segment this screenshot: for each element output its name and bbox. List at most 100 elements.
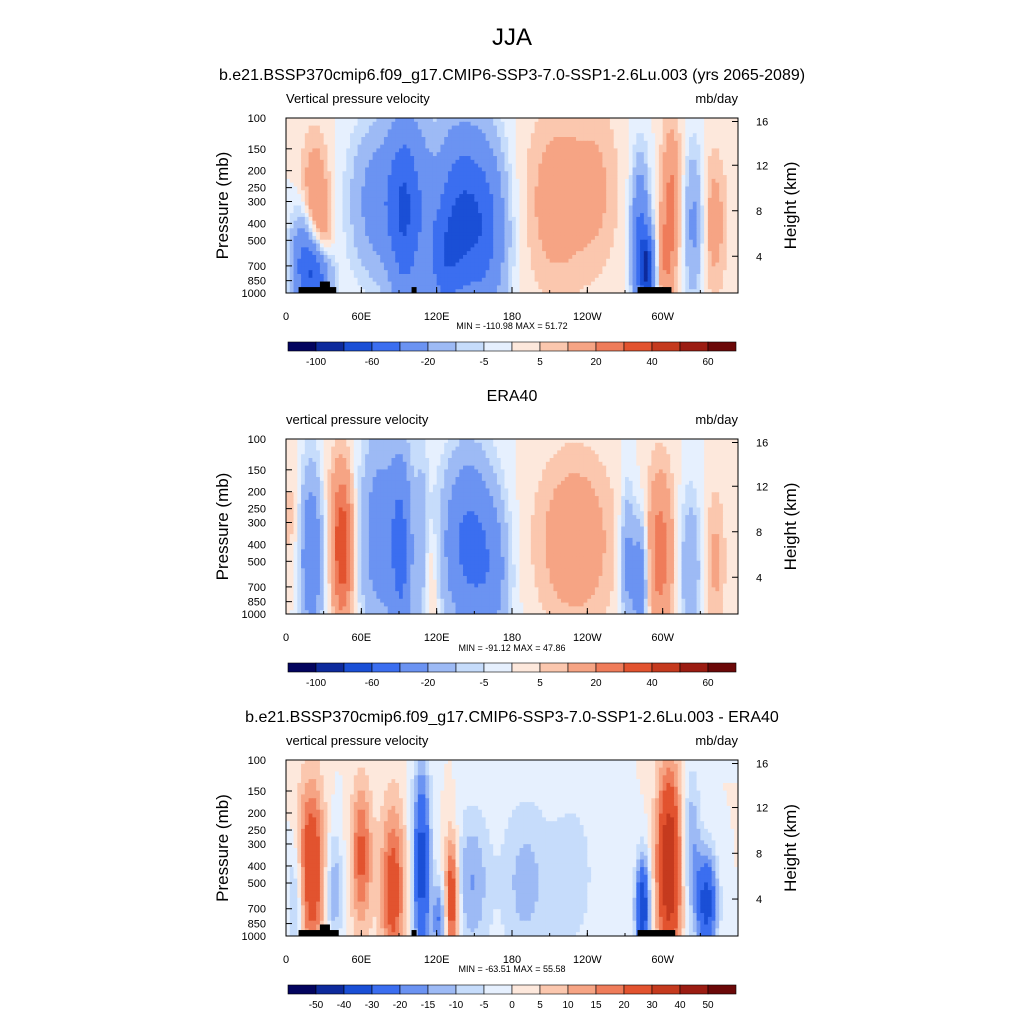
heatmap-cell <box>368 144 374 150</box>
heatmap-cell <box>338 266 344 271</box>
heatmap-cell <box>602 171 607 176</box>
heatmap-cell <box>361 190 366 195</box>
heatmap-cell <box>534 224 539 229</box>
heatmap-cell <box>534 216 539 222</box>
heatmap-cell <box>568 247 573 252</box>
heatmap-cell <box>372 262 377 267</box>
heatmap-cell <box>361 118 366 123</box>
heatmap-cell <box>323 258 329 264</box>
heatmap-cell <box>372 178 377 184</box>
heatmap-cell <box>496 156 502 161</box>
heatmap-cell <box>380 243 385 248</box>
heatmap-cell <box>700 270 705 275</box>
heatmap-cell <box>651 266 656 271</box>
heatmap-cell <box>470 125 475 131</box>
heatmap-cell <box>711 201 716 207</box>
heatmap-cell <box>444 175 449 180</box>
heatmap-cell <box>598 235 603 241</box>
heatmap-cell <box>357 156 362 161</box>
heatmap-cell <box>481 163 487 169</box>
heatmap-cell <box>655 125 660 131</box>
heatmap-cell <box>553 129 558 134</box>
heatmap-cell <box>493 197 498 203</box>
heatmap-cell <box>583 232 588 237</box>
heatmap-cell <box>500 273 506 279</box>
heatmap-cell <box>707 129 713 134</box>
heatmap-cell <box>304 163 310 169</box>
heatmap-cell <box>372 239 377 245</box>
heatmap-cell <box>726 148 732 153</box>
heatmap-cell <box>715 137 720 142</box>
heatmap-cell <box>647 247 652 252</box>
heatmap-cell <box>606 118 611 123</box>
heatmap-cell <box>734 216 738 222</box>
heatmap-cell <box>719 186 724 191</box>
heatmap-cell <box>662 251 668 256</box>
heatmap-cell <box>519 175 524 180</box>
heatmap-cell <box>560 194 566 199</box>
heatmap-cell <box>640 243 645 248</box>
heatmap-cell <box>734 133 738 138</box>
heatmap-cell <box>350 182 355 188</box>
heatmap-cell <box>485 239 490 245</box>
heatmap-cell <box>647 159 652 165</box>
heatmap-cell <box>527 247 532 252</box>
heatmap-cell <box>700 224 705 229</box>
heatmap-cell <box>444 201 449 207</box>
heatmap-cell <box>527 137 532 142</box>
heatmap-cell <box>591 171 596 176</box>
heatmap-cell <box>470 118 475 123</box>
heatmap-cell <box>666 175 671 180</box>
heatmap-cell <box>719 156 724 161</box>
heatmap-cell <box>545 273 551 279</box>
heatmap-cell <box>481 148 487 153</box>
heatmap-cell <box>489 232 494 237</box>
heatmap-cell <box>293 194 298 199</box>
heatmap-cell <box>338 205 344 210</box>
heatmap-cell <box>598 182 603 188</box>
heatmap-cell <box>470 144 475 150</box>
heatmap-cell <box>380 175 385 180</box>
heatmap-cell <box>350 133 355 138</box>
heatmap-cell <box>560 163 566 169</box>
heatmap-cell <box>346 232 351 237</box>
heatmap-cell <box>496 175 502 180</box>
heatmap-cell <box>304 251 310 256</box>
heatmap-cell <box>308 243 313 248</box>
heatmap-cell <box>673 194 679 199</box>
heatmap-cell <box>470 205 475 210</box>
heatmap-cell <box>293 197 298 203</box>
heatmap-cell <box>338 235 344 241</box>
heatmap-cell <box>527 266 532 271</box>
heatmap-cell <box>587 125 592 131</box>
heatmap-cell <box>557 175 562 180</box>
heatmap-cell <box>651 159 656 165</box>
heatmap-cell <box>651 152 656 157</box>
heatmap-cell <box>395 251 400 256</box>
heatmap-cell <box>493 133 498 138</box>
heatmap-cell <box>707 243 713 248</box>
heatmap-cell <box>406 251 411 256</box>
heatmap-cell <box>549 228 555 233</box>
heatmap-cell <box>640 125 645 131</box>
heatmap-cell <box>395 163 400 169</box>
heatmap-cell <box>414 159 419 165</box>
heatmap-cell <box>478 186 483 191</box>
heatmap-cell <box>568 190 573 195</box>
heatmap-cell <box>489 144 494 150</box>
heatmap-cell <box>519 270 524 275</box>
heatmap-cell <box>429 167 434 172</box>
heatmap-cell <box>316 247 321 252</box>
heatmap-cell <box>417 125 423 131</box>
heatmap-cell <box>628 224 634 229</box>
heatmap-cell <box>406 140 411 146</box>
heatmap-cell <box>617 152 622 157</box>
heatmap-cell <box>564 266 570 271</box>
heatmap-cell <box>609 224 615 229</box>
heatmap-cell <box>692 232 698 237</box>
heatmap-cell <box>463 209 468 214</box>
heatmap-cell <box>331 235 336 241</box>
heatmap-cell <box>538 148 543 153</box>
heatmap-cell <box>417 118 423 123</box>
heatmap-cell <box>319 266 325 271</box>
